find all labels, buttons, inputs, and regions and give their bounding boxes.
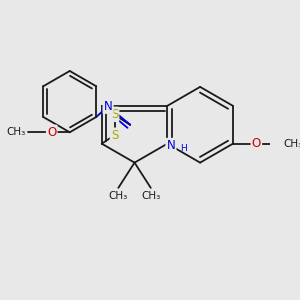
- Text: O: O: [47, 126, 56, 139]
- Text: S: S: [111, 108, 118, 121]
- Text: S: S: [111, 129, 118, 142]
- Text: O: O: [252, 137, 261, 150]
- Text: H: H: [180, 144, 187, 153]
- Text: CH₃: CH₃: [109, 190, 128, 201]
- Text: CH₃: CH₃: [141, 190, 161, 201]
- Text: N: N: [104, 100, 112, 113]
- Text: N: N: [167, 139, 175, 152]
- Text: CH₃: CH₃: [284, 139, 300, 149]
- Text: CH₃: CH₃: [6, 127, 26, 137]
